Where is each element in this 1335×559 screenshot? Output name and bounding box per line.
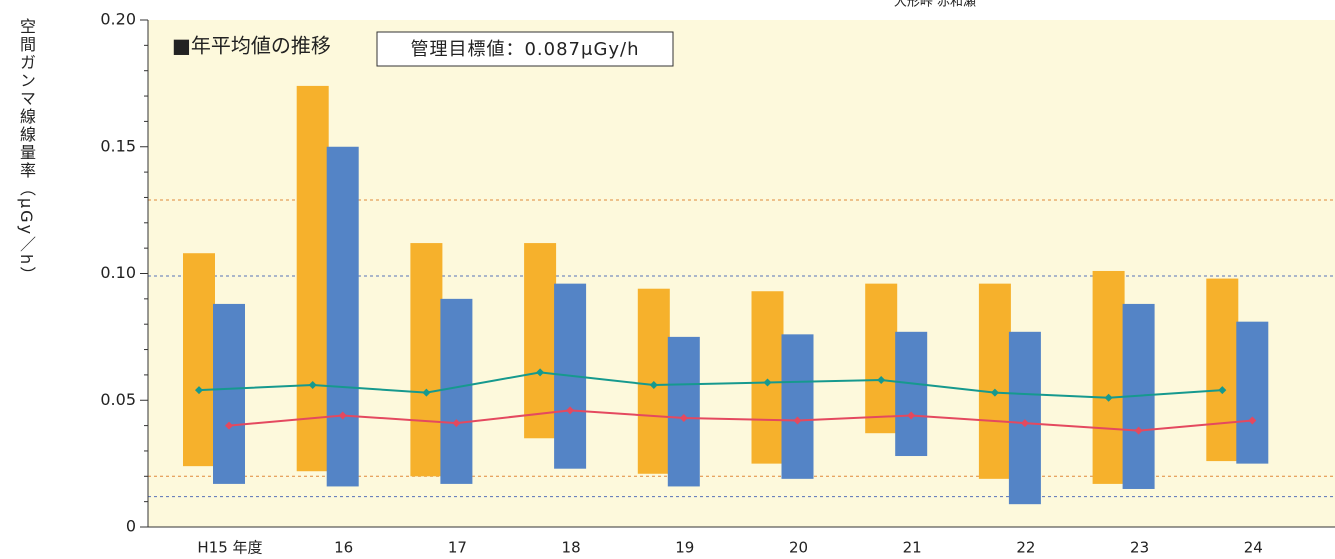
y-tick-label: 0.10 xyxy=(100,263,136,282)
line-point xyxy=(1104,393,1113,402)
line-point xyxy=(422,388,431,397)
x-tick-label: 18 xyxy=(562,539,581,557)
line-point xyxy=(225,421,233,430)
range-bar xyxy=(865,283,898,434)
x-tick-label: 19 xyxy=(675,539,694,557)
line-point xyxy=(536,368,545,377)
y-tick-label: 0.15 xyxy=(100,136,136,155)
line-point xyxy=(1020,419,1029,428)
x-tick-label: 16 xyxy=(334,539,353,557)
range-bar xyxy=(440,298,473,484)
x-tick-label: 21 xyxy=(903,539,922,557)
line-point xyxy=(649,381,658,390)
y-tick-label: 0.20 xyxy=(100,10,136,29)
annotation-box xyxy=(376,31,674,67)
line-point xyxy=(1218,386,1227,395)
x-tick-label: 24 xyxy=(1244,539,1263,557)
range-bar xyxy=(895,331,928,457)
line-point xyxy=(679,413,688,422)
y-axis-label: 空間ガンマ線線量率（μGy／h） xyxy=(17,18,36,285)
range-bar xyxy=(524,243,557,439)
x-tick-label: 22 xyxy=(1016,539,1035,557)
x-tick-label: 20 xyxy=(789,539,808,557)
range-bar xyxy=(410,243,443,477)
line-series xyxy=(198,371,1223,399)
range-bar xyxy=(1206,278,1239,462)
line-point xyxy=(566,406,575,415)
line-point xyxy=(338,411,347,420)
range-bar xyxy=(213,303,245,484)
line-point xyxy=(1134,426,1143,435)
range-bar xyxy=(978,283,1011,479)
line-point xyxy=(308,381,317,390)
header: 大形峠 赤和瀬 xyxy=(894,0,976,10)
annotation: 管理目標値：0.087μGy/h xyxy=(410,39,639,60)
y-tick-label: 0 xyxy=(126,517,136,536)
range-bar xyxy=(326,146,359,487)
x-tick-label: 23 xyxy=(1130,539,1149,557)
line-point xyxy=(907,411,916,420)
range-bar xyxy=(1236,321,1269,464)
line-point xyxy=(793,416,802,425)
line-point xyxy=(763,378,772,387)
range-bar xyxy=(1092,270,1125,484)
line-point xyxy=(990,388,999,397)
range-bar xyxy=(183,253,215,467)
x-tick-label: 17 xyxy=(448,539,467,557)
range-bar xyxy=(667,336,700,487)
x-tick-label: H15 年度 xyxy=(197,539,262,557)
chart-title: ■年平均値の推移 xyxy=(172,34,331,58)
range-bar xyxy=(1008,331,1041,505)
range-bar xyxy=(751,291,784,464)
line-point xyxy=(195,386,203,395)
line-point xyxy=(877,375,886,384)
range-bar xyxy=(296,85,329,472)
line-point xyxy=(452,419,461,428)
line-point xyxy=(1248,416,1257,425)
range-bar xyxy=(781,334,814,479)
y-tick-label: 0.05 xyxy=(100,390,136,409)
line-series xyxy=(228,409,1253,432)
